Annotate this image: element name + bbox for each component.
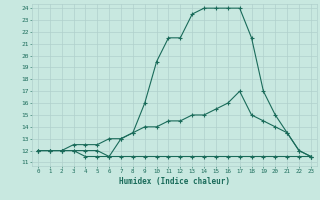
X-axis label: Humidex (Indice chaleur): Humidex (Indice chaleur) — [119, 177, 230, 186]
